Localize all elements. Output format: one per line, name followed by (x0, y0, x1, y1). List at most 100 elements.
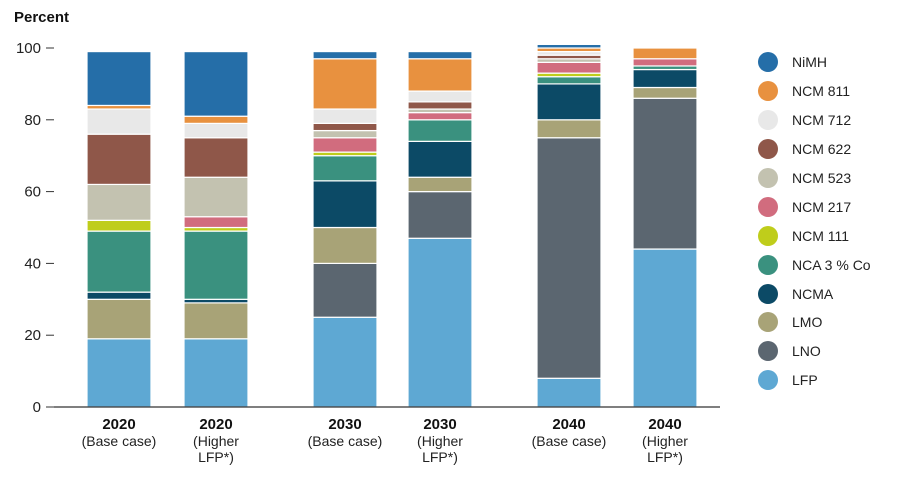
bar-segment (536, 83, 602, 121)
legend-item: NCM 622 (758, 135, 893, 164)
bar-segment (183, 338, 249, 408)
bar-segment (407, 119, 473, 142)
bar-segment (183, 50, 249, 117)
bar-segment (183, 122, 249, 139)
legend-label: NCM 712 (792, 112, 852, 129)
legend-swatch (758, 110, 778, 131)
x-category-year: 2040 (648, 416, 681, 433)
legend-label: NCMA (792, 285, 834, 302)
bar-segment (183, 176, 249, 218)
bar-segment (183, 137, 249, 178)
bar-segment (86, 183, 152, 221)
bar-segment (536, 119, 602, 139)
x-category-year: 2030 (328, 416, 361, 433)
bar-segment (86, 291, 152, 300)
bar-segment (632, 86, 698, 99)
bar-segment (536, 377, 602, 408)
legend-label: NCM 811 (792, 83, 851, 100)
bar-segment (632, 248, 698, 408)
chart-legend: NiMH NCM 811 NCM 712 NCM 622 NCM 523 NCM 217 N… (758, 48, 893, 395)
x-category-subtitle: (Higher (193, 433, 239, 449)
x-category-subtitle: (Base case) (308, 433, 383, 449)
bar-segment (632, 97, 698, 250)
legend-swatch (758, 168, 778, 188)
bar-segment (312, 129, 378, 139)
bar-segment (407, 112, 473, 121)
legend-swatch (758, 283, 778, 304)
legend-item: NCM 111 (758, 221, 893, 250)
legend-swatch (758, 196, 778, 217)
bar-segment (312, 155, 378, 182)
legend-swatch (758, 341, 778, 362)
legend-item: LMO (758, 308, 893, 337)
x-category-subtitle: LFP*) (198, 449, 234, 465)
y-tick-label: 60 (24, 184, 41, 201)
legend-swatch (758, 225, 778, 246)
bar-segment (407, 140, 473, 178)
legend-swatch (758, 139, 778, 160)
legend-item: LNO (758, 337, 893, 366)
bar-segment (312, 316, 378, 408)
bar-segment (86, 298, 152, 340)
legend-label: NCM 523 (792, 170, 852, 186)
bar-segment (536, 43, 602, 49)
bar-segment (312, 226, 378, 265)
x-category-subtitle: LFP*) (422, 449, 458, 465)
bar-segment (312, 137, 378, 153)
x-category-subtitle: (Base case) (532, 433, 607, 449)
legend-item: NiMH (758, 48, 893, 77)
legend-item: LFP (758, 366, 893, 395)
x-category-subtitle: (Higher (417, 433, 463, 449)
bar-segment (407, 176, 473, 193)
y-tick-label: 0 (33, 399, 41, 416)
legend-swatch (758, 52, 778, 73)
bar-segment (312, 180, 378, 229)
bar-segment (86, 133, 152, 186)
legend-item: NCMA (758, 279, 893, 308)
y-tick-label: 40 (24, 255, 41, 272)
legend-swatch (758, 370, 778, 391)
legend-swatch (758, 81, 778, 102)
y-axis-title: Percent (14, 9, 70, 26)
x-category-subtitle: (Higher (642, 433, 688, 449)
bar-segment (407, 191, 473, 239)
bar-segment (312, 122, 378, 132)
bar-segment (312, 50, 378, 60)
bar-segment (407, 90, 473, 103)
y-tick-label: 100 (16, 40, 41, 57)
bar-segment (183, 115, 249, 124)
bar-segment (86, 230, 152, 293)
legend-label: NCM 111 (792, 227, 850, 244)
bar-segment (183, 216, 249, 229)
x-category-year: 2040 (552, 416, 585, 433)
bar-segment (86, 338, 152, 408)
legend-label: NCA 3 % Co (792, 256, 871, 273)
bar-segment (632, 47, 698, 60)
legend-item: NCA 3 % Co (758, 250, 893, 279)
bar-segment (536, 76, 602, 85)
x-category-year: 2030 (423, 416, 456, 433)
x-category-subtitle: LFP*) (647, 449, 683, 465)
bar-segment (536, 61, 602, 74)
bar-segment (86, 108, 152, 135)
x-category-year: 2020 (199, 416, 232, 433)
legend-swatch (758, 254, 778, 275)
legend-item: NCM 712 (758, 106, 893, 135)
x-category-year: 2020 (102, 416, 135, 433)
bar-segment (632, 58, 698, 67)
legend-label: LMO (792, 314, 823, 331)
legend-swatch (758, 312, 778, 333)
legend-label: LNO (792, 343, 821, 360)
bar-segment (407, 237, 473, 408)
bar-segment (312, 108, 378, 124)
y-tick-label: 80 (24, 112, 41, 129)
legend-item: NCM 217 (758, 192, 893, 221)
bar-segment (536, 137, 602, 379)
bar-segment (86, 219, 152, 232)
legend-label: NCM 622 (792, 141, 852, 158)
x-category-subtitle: (Base case) (82, 433, 157, 449)
legend-label: NiMH (792, 54, 827, 71)
bar-segment (407, 58, 473, 92)
bar-segment (183, 230, 249, 300)
